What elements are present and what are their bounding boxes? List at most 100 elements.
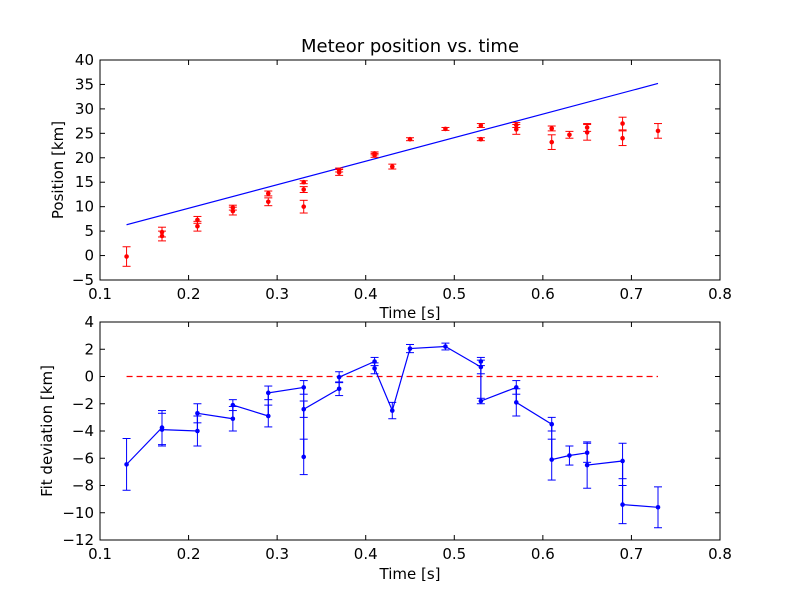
position-chart-y-tick-label: 0 — [84, 247, 94, 265]
deviation-point — [513, 400, 519, 405]
position-chart-x-tick-label: 0.4 — [354, 285, 378, 303]
deviation-point — [549, 421, 555, 427]
position-point — [230, 208, 236, 214]
position-chart-x-ticks: 0.1 0.2 0.3 0.4 0.5 0.6 0.7 0.8 — [88, 60, 732, 303]
deviation-point — [478, 398, 484, 404]
deviation-point — [389, 408, 395, 413]
position-point — [620, 135, 625, 141]
position-chart-x-tick-label: 0.3 — [265, 285, 289, 303]
position-point — [301, 179, 307, 185]
deviation-point — [407, 346, 413, 351]
position-point — [584, 130, 590, 135]
position-point — [478, 136, 484, 142]
position-chart-x-tick-label: 0.5 — [442, 285, 466, 303]
deviation-point — [265, 413, 271, 419]
deviation-chart-x-ticks: 0.1 0.2 0.3 0.4 0.5 0.6 0.7 0.8 — [88, 322, 732, 563]
position-chart-title: Meteor position vs. time — [301, 36, 519, 57]
deviation-point — [336, 386, 342, 392]
position-chart-x-tick-label: 0.1 — [88, 285, 112, 303]
deviation-chart-y-label: Fit deviation [km] — [38, 365, 56, 497]
deviation-chart-y-tick-label: 2 — [84, 340, 94, 358]
position-point — [195, 217, 200, 223]
deviation-chart-x-tick-label: 0.8 — [708, 545, 732, 563]
position-chart-y-ticks: −5 0 5 10 15 20 25 30 35 40 — [72, 51, 720, 289]
position-point — [513, 127, 519, 132]
deviation-point — [301, 406, 307, 412]
position-point — [478, 123, 484, 128]
deviation-point — [478, 364, 484, 370]
position-chart-y-tick-label: 35 — [75, 75, 94, 93]
position-point — [195, 223, 200, 229]
deviation-point — [549, 457, 555, 462]
position-chart-y-tick-label: −5 — [72, 271, 94, 289]
deviation-point — [195, 428, 200, 434]
deviation-chart-x-tick-label: 0.3 — [265, 545, 289, 563]
position-point — [301, 204, 307, 209]
deviation-chart-y-tick-label: 4 — [84, 313, 94, 331]
deviation-point — [584, 462, 590, 468]
deviation-point — [195, 410, 200, 416]
position-point — [159, 233, 165, 239]
position-chart-x-tick-label: 0.6 — [531, 285, 555, 303]
position-chart-y-tick-label: 20 — [75, 149, 94, 167]
position-chart-x-label: Time [s] — [379, 304, 441, 322]
deviation-chart-y-tick-label: −4 — [72, 422, 94, 440]
position-point — [443, 126, 448, 132]
position-chart-x-tick-label: 0.2 — [177, 285, 201, 303]
position-point — [549, 126, 555, 131]
position-point — [620, 121, 625, 126]
deviation-point — [301, 385, 307, 390]
position-chart-y-tick-label: 15 — [75, 173, 94, 191]
deviation-chart-x-tick-label: 0.4 — [354, 545, 378, 563]
deviation-chart-y-tick-label: −10 — [62, 504, 94, 522]
position-point — [336, 167, 342, 173]
position-chart-y-tick-label: 10 — [75, 198, 94, 216]
position-point — [159, 229, 165, 235]
position-point — [407, 136, 413, 142]
deviation-chart-x-tick-label: 0.5 — [442, 545, 466, 563]
deviation-point — [620, 502, 625, 507]
position-point — [265, 191, 271, 196]
position-point — [301, 187, 307, 192]
position-point — [124, 254, 129, 259]
deviation-point — [301, 454, 307, 460]
position-chart-y-tick-label: 30 — [75, 100, 94, 118]
position-point — [265, 199, 271, 205]
position-point — [567, 132, 572, 138]
position-chart-y-tick-label: 40 — [75, 51, 94, 69]
deviation-chart-x-tick-label: 0.2 — [177, 545, 201, 563]
deviation-point — [620, 458, 625, 464]
position-point — [513, 122, 519, 128]
deviation-chart-y-tick-label: −8 — [72, 477, 94, 495]
deviation-point — [478, 359, 484, 364]
position-chart-y-tick-label: 25 — [75, 124, 94, 142]
deviation-point — [443, 344, 448, 349]
deviation-point — [124, 462, 129, 467]
deviation-point — [336, 374, 342, 380]
position-chart-frame — [99, 59, 721, 281]
deviation-chart-x-label: Time [s] — [379, 565, 441, 583]
deviation-point — [513, 385, 519, 390]
deviation-point — [230, 416, 236, 422]
deviation-point — [265, 390, 271, 396]
position-point — [389, 164, 395, 169]
deviation-chart-y-tick-label: 0 — [84, 368, 94, 386]
deviation-chart-x-tick-label: 0.7 — [619, 545, 643, 563]
position-point — [655, 128, 661, 134]
position-point — [230, 205, 236, 210]
deviation-point — [584, 450, 590, 456]
position-point — [549, 139, 555, 145]
deviation-chart-y-tick-label: −12 — [62, 531, 94, 549]
deviation-chart-data — [122, 342, 662, 529]
position-chart-y-tick-label: 5 — [84, 222, 94, 240]
position-point — [584, 125, 590, 130]
deviation-point — [372, 359, 377, 364]
deviation-point — [372, 366, 377, 371]
deviation-point — [567, 453, 572, 458]
fit-line — [126, 82, 659, 226]
deviation-chart-x-tick-label: 0.1 — [88, 545, 112, 563]
deviation-chart: 0.1 0.2 0.3 0.4 0.5 0.6 0.7 0.8 −12−10−8−6−4−20… — [38, 313, 732, 583]
deviation-chart-y-tick-label: −2 — [72, 395, 94, 413]
deviation-chart-y-ticks: −12 −10 −8 −6 −4 −2 0 2 4 — [62, 313, 720, 549]
